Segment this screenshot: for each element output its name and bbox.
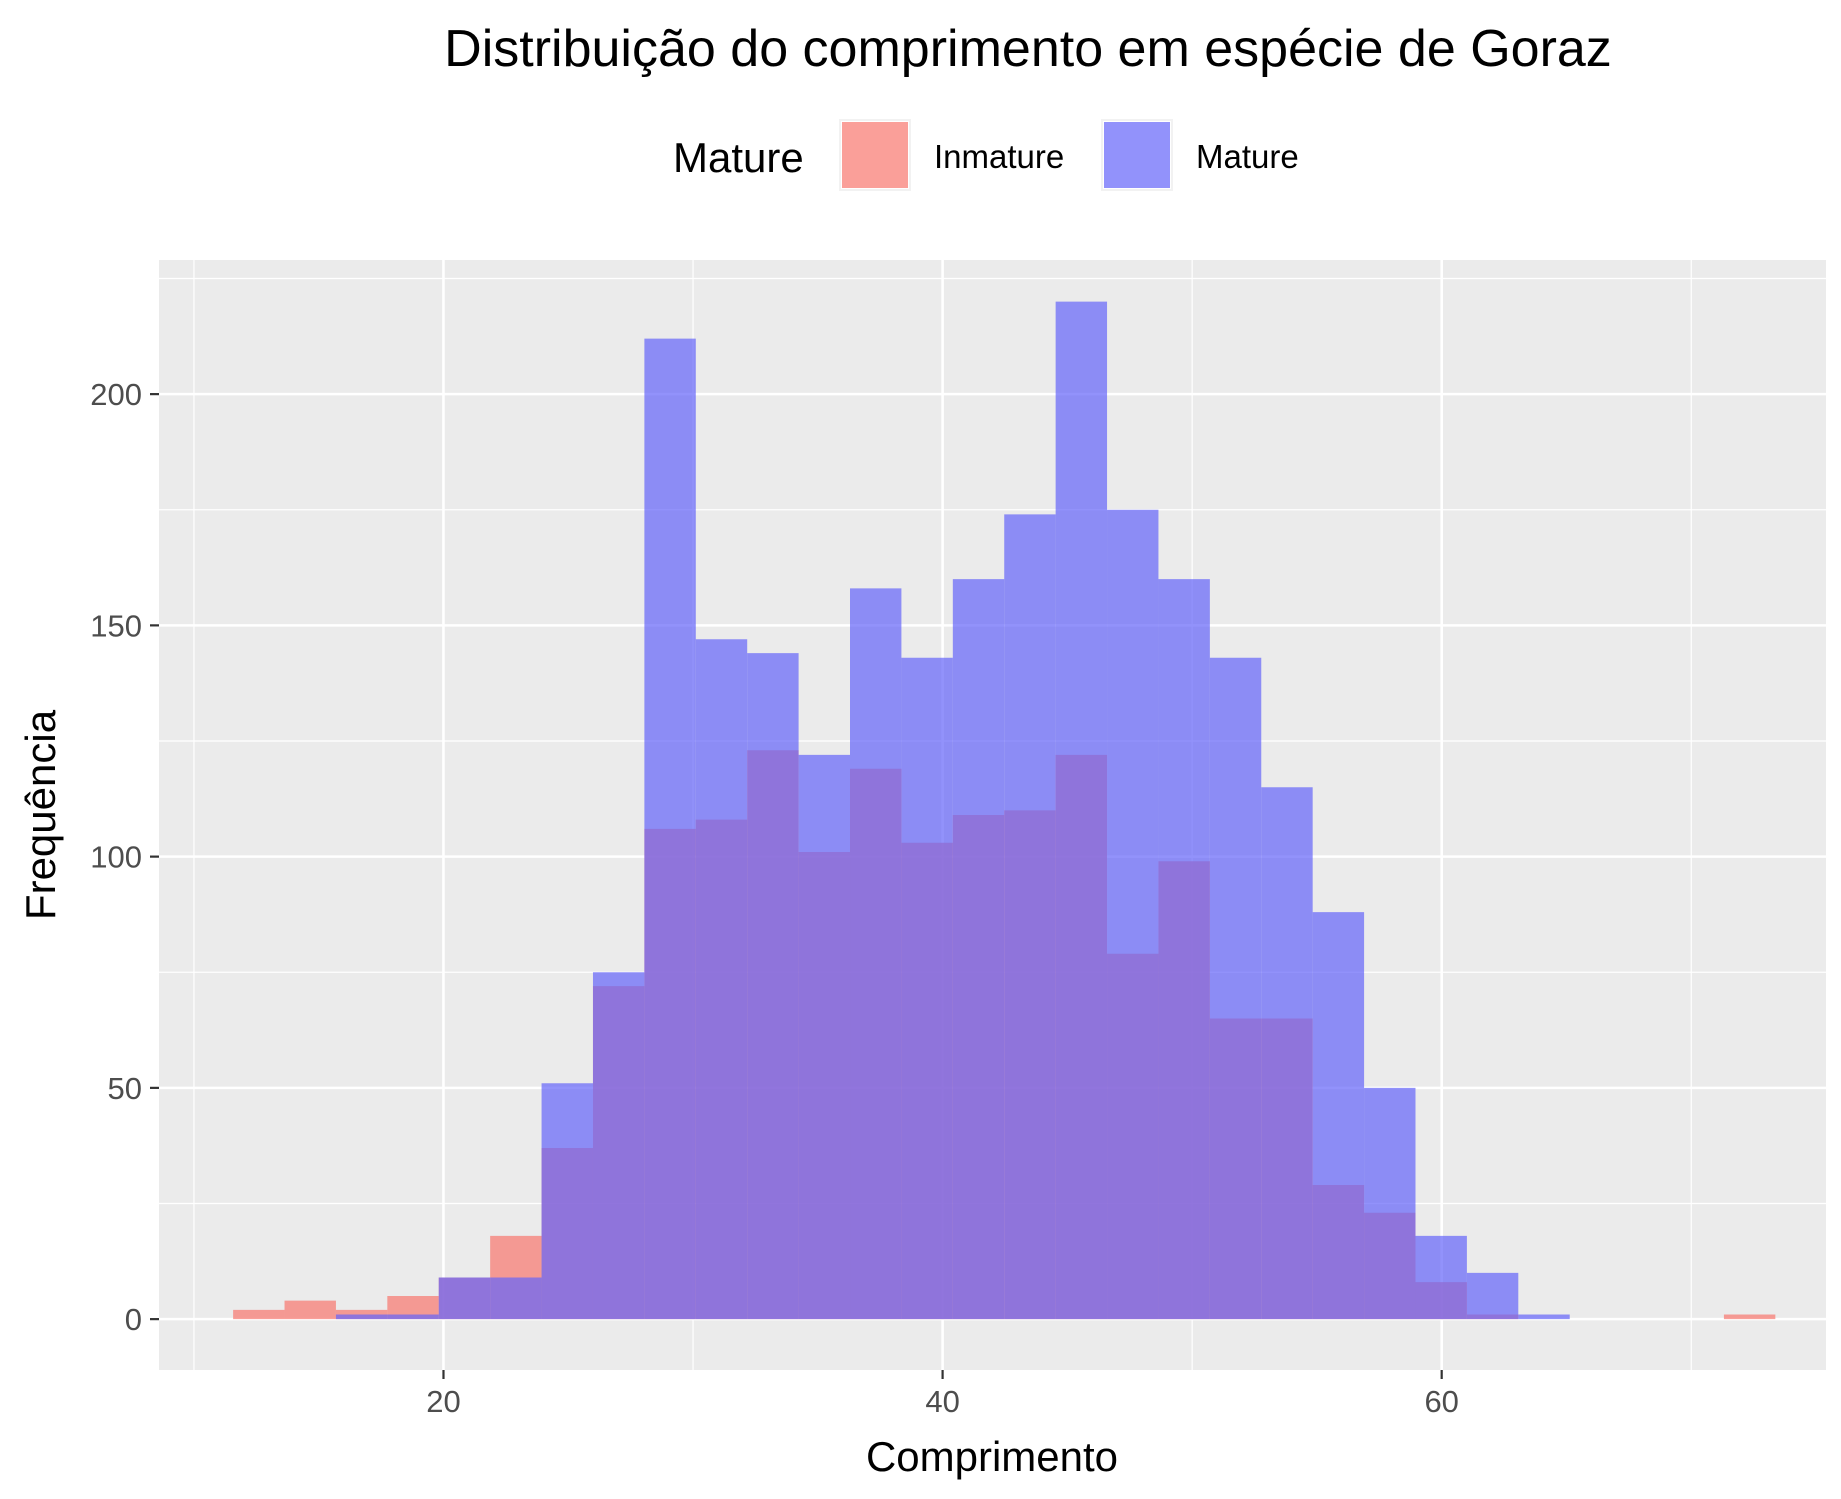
bar-mature [438, 1277, 491, 1320]
legend-label-inmature: Inmature [934, 138, 1064, 175]
bar-mature [952, 579, 1005, 1320]
bar-mature [1261, 787, 1313, 1320]
bar-mature [695, 639, 748, 1320]
bar-mature [901, 657, 953, 1320]
bar-mature [1415, 1235, 1467, 1320]
bar-mature [1518, 1314, 1570, 1320]
bar-mature [1312, 912, 1365, 1320]
bar-mature [798, 754, 851, 1320]
bar-mature [1466, 1272, 1519, 1320]
bar-mature [1107, 509, 1159, 1320]
legend-swatch-mature [1104, 122, 1170, 188]
bar-mature [1055, 301, 1108, 1320]
bar-inmature [1723, 1314, 1776, 1320]
legend: Mature Inmature Mature [673, 119, 1299, 191]
x-tick-label: 60 [1424, 1384, 1458, 1419]
bar-mature [490, 1277, 542, 1320]
x-axis-title: Comprimento [866, 1433, 1118, 1480]
bar-mature [1004, 514, 1056, 1320]
legend-swatch-inmature [842, 122, 908, 188]
chart-title: Distribuição do comprimento em espécie d… [444, 20, 1612, 78]
bar-inmature [284, 1300, 336, 1320]
series-mature [335, 301, 1570, 1320]
bar-inmature [387, 1296, 439, 1320]
bar-mature [850, 588, 902, 1320]
y-tick-label: 0 [125, 1302, 142, 1337]
y-tick-label: 150 [90, 608, 142, 643]
bar-inmature [233, 1309, 285, 1320]
legend-label-mature: Mature [1196, 138, 1299, 175]
y-tick-label: 50 [108, 1071, 142, 1106]
bar-mature [335, 1314, 388, 1320]
x-tick-label: 40 [925, 1384, 959, 1419]
y-tick-label: 100 [90, 840, 142, 875]
bar-mature [747, 653, 799, 1320]
bar-mature [1364, 1087, 1416, 1320]
bar-mature [387, 1314, 439, 1320]
bar-mature [541, 1083, 593, 1320]
bar-mature [1158, 579, 1210, 1320]
y-axis-title: Frequência [17, 709, 64, 920]
x-tick-label: 20 [426, 1384, 460, 1419]
bar-mature [592, 972, 645, 1320]
y-tick-label: 200 [90, 377, 142, 412]
legend-title: Mature [673, 134, 804, 181]
y-axis: 0 50 100 150 200 [90, 377, 159, 1337]
bar-mature [644, 338, 696, 1320]
x-axis: 20 40 60 [426, 1370, 1459, 1419]
bar-mature [1209, 657, 1262, 1320]
